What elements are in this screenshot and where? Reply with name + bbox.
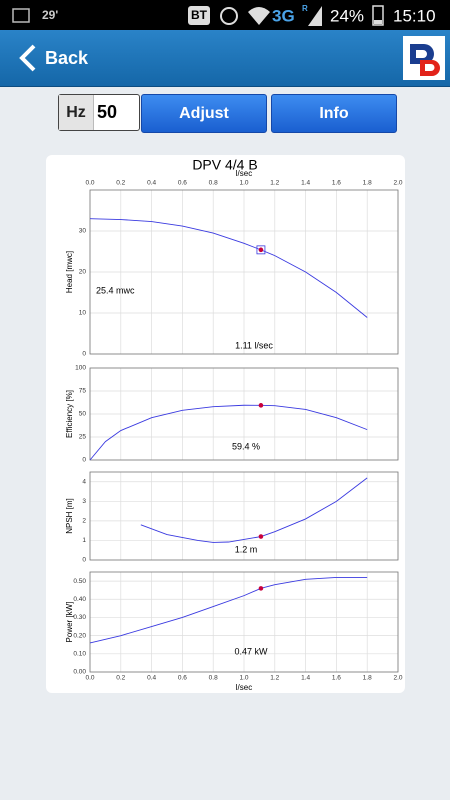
hz-label: Hz xyxy=(59,95,94,130)
x-tick-label: 0.8 xyxy=(209,180,218,187)
battery-icon xyxy=(372,5,384,26)
status-icons: 29' BT 3G R 24% 15:10 xyxy=(12,4,436,26)
battery: 24% xyxy=(330,6,364,25)
y-axis-label: NPSH [m] xyxy=(65,498,74,534)
logo-d xyxy=(410,44,434,64)
x-tick-label: 0.6 xyxy=(178,180,187,187)
x-tick-label: 1.6 xyxy=(332,180,341,187)
y-tick-label: 0.50 xyxy=(73,578,86,585)
operating-point xyxy=(258,247,264,253)
operating-point xyxy=(258,403,264,408)
signal-icon xyxy=(308,6,322,26)
x-tick-label: 0.4 xyxy=(147,180,156,187)
x-tick-label: 1.2 xyxy=(270,675,279,682)
y-tick-label: 30 xyxy=(79,228,87,235)
y-tick-label: 0.30 xyxy=(73,614,86,621)
y-tick-label: 0.40 xyxy=(73,596,86,603)
y-tick-label: 25 xyxy=(79,434,87,441)
app-bar: Back xyxy=(0,30,450,87)
bt-badge xyxy=(188,6,210,25)
x-tick-label: 1.4 xyxy=(301,180,310,187)
wifi-icon xyxy=(248,7,270,25)
y-tick-label: 0 xyxy=(82,457,86,464)
x-tick-label: 1.0 xyxy=(239,180,248,187)
status-bar: 29' BT 3G R 24% 15:10 xyxy=(0,0,450,30)
selection-box xyxy=(256,245,266,255)
back-arrow[interactable] xyxy=(19,44,36,72)
plot-frame xyxy=(89,367,399,461)
chart-card xyxy=(46,155,405,693)
annotation: 1.2 m xyxy=(235,544,258,554)
plot-frame xyxy=(89,189,399,355)
x-tick-label: 1.2 xyxy=(270,180,279,187)
x-axis-label: l/sec xyxy=(236,169,252,178)
x-tick-label: 1.8 xyxy=(363,675,372,682)
x-tick-label: 0.6 xyxy=(178,675,187,682)
temperature: 29' xyxy=(42,8,58,22)
y-tick-label: 0.20 xyxy=(73,632,86,639)
logo-p xyxy=(420,60,440,76)
adjust-button[interactable]: Adjust xyxy=(141,94,267,133)
x-tick-label: 0.0 xyxy=(85,180,94,187)
curve xyxy=(89,218,368,318)
y-tick-label: 50 xyxy=(79,411,87,418)
curve xyxy=(89,404,368,461)
annotation: 25.4 mwc xyxy=(96,285,135,295)
y-tick-label: 4 xyxy=(82,478,86,485)
annotation: 59.4 % xyxy=(232,441,260,451)
y-tick-label: 0.00 xyxy=(73,669,86,676)
hz-value[interactable]: 50 xyxy=(97,102,118,122)
x-tick-label: 1.0 xyxy=(239,675,248,682)
y-axis-label: Power [kW] xyxy=(65,602,74,643)
plot-frame xyxy=(89,471,399,561)
x-tick-label: 1.6 xyxy=(332,675,341,682)
y-axis-label: Efficiency [%] xyxy=(65,390,74,438)
y-tick-label: 3 xyxy=(82,498,86,505)
time: 15:10 xyxy=(393,6,436,25)
operating-point xyxy=(258,534,264,539)
y-tick-label: 75 xyxy=(79,388,87,395)
y-tick-label: 2 xyxy=(82,518,86,525)
y-tick-label: 100 xyxy=(75,365,86,372)
x-tick-label: 2.0 xyxy=(393,180,402,187)
x-tick-label: 0.8 xyxy=(209,675,218,682)
annotation: 1.11 l/sec xyxy=(235,340,273,350)
curve xyxy=(89,577,368,644)
annotation: 0.47 kW xyxy=(234,646,268,656)
y-tick-label: 20 xyxy=(79,269,87,276)
bt-label: BT xyxy=(191,8,208,22)
battery-level xyxy=(374,20,382,24)
gallery-icon xyxy=(12,8,30,23)
x-tick-label: 0.4 xyxy=(147,675,156,682)
hz-box[interactable]: Hz 50 xyxy=(58,94,140,131)
curve xyxy=(140,477,368,543)
y-tick-label: 0 xyxy=(82,557,86,564)
x-axis-label: l/sec xyxy=(236,683,252,692)
plot-frame xyxy=(89,571,399,673)
operating-point xyxy=(258,586,264,591)
app-bar-graphics: Back xyxy=(19,36,445,80)
x-tick-label: 1.4 xyxy=(301,675,310,682)
y-tick-label: 1 xyxy=(82,537,86,544)
x-tick-label: 2.0 xyxy=(393,675,402,682)
chart-title: DPV 4/4 B xyxy=(192,157,257,173)
x-tick-label: 0.2 xyxy=(116,675,125,682)
y-tick-label: 0.10 xyxy=(73,651,86,658)
x-tick-label: 1.8 xyxy=(363,180,372,187)
alarm-icon xyxy=(220,7,238,25)
x-tick-label: 0.2 xyxy=(116,180,125,187)
y-tick-label: 0 xyxy=(82,351,86,358)
network: 3G xyxy=(272,6,295,25)
x-tick-label: 0.0 xyxy=(85,675,94,682)
roaming: R xyxy=(302,4,308,13)
y-tick-label: 10 xyxy=(79,310,87,317)
y-axis-label: Head [mwc] xyxy=(65,251,74,293)
info-button[interactable]: Info xyxy=(271,94,397,133)
back-label[interactable]: Back xyxy=(45,48,89,68)
